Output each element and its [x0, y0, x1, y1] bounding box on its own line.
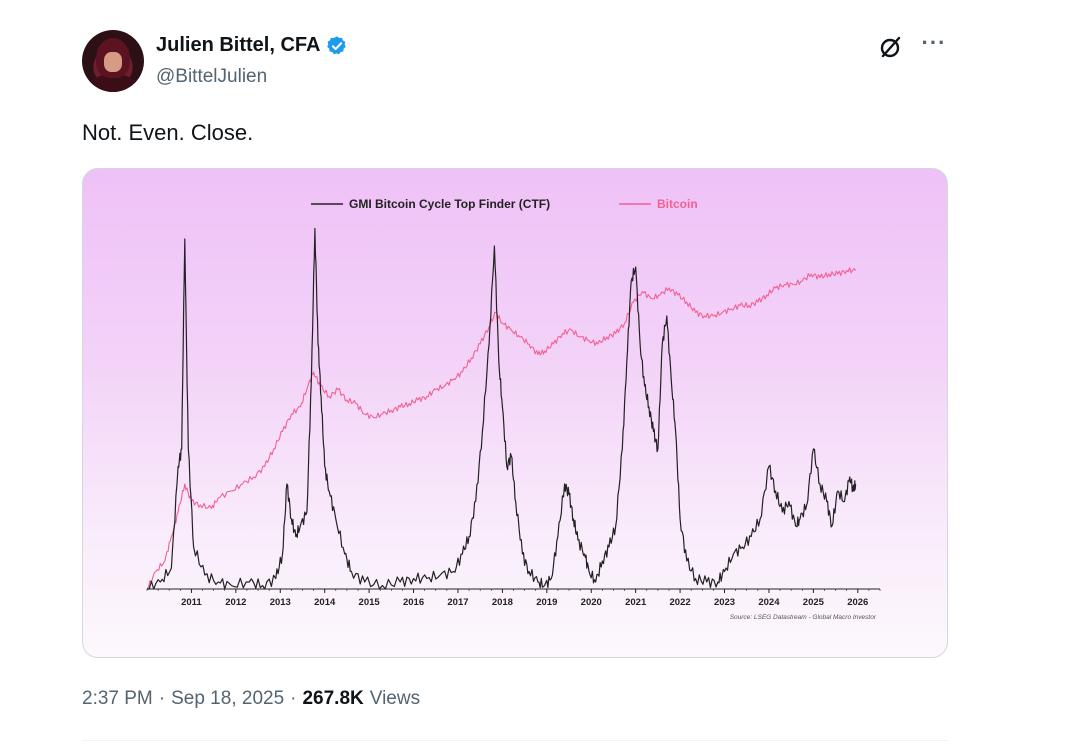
tweet-meta: 2:37 PM · Sep 18, 2025 · 267.8K Views	[82, 688, 420, 710]
x-tick-label: 2016	[403, 597, 424, 608]
x-tick-label: 2012	[225, 597, 246, 608]
grok-icon[interactable]	[878, 34, 904, 60]
tweet-date[interactable]: Sep 18, 2025	[171, 688, 285, 709]
x-tick-label: 2015	[359, 597, 381, 608]
x-tick-label: 2024	[758, 597, 780, 608]
x-tick-label: 2011	[181, 597, 202, 608]
verified-badge-icon	[327, 35, 347, 54]
x-tick-label: 2020	[581, 597, 602, 608]
legend-label: Bitcoin	[657, 197, 698, 211]
x-tick-label: 2014	[314, 597, 336, 608]
avatar[interactable]	[82, 30, 144, 92]
legend-label: GMI Bitcoin Cycle Top Finder (CTF)	[349, 197, 550, 211]
display-name[interactable]: Julien Bittel, CFA	[156, 34, 321, 56]
divider	[82, 740, 948, 741]
author-handle[interactable]: @BittelJulien	[156, 66, 268, 87]
x-tick-label: 2026	[847, 597, 868, 608]
ctf-line	[147, 227, 857, 590]
tweet-media-chart[interactable]: GMI Bitcoin Cycle Top Finder (CTF) Bitcoi…	[82, 168, 948, 658]
bitcoin-price-line	[146, 267, 857, 590]
x-tick-label: 2021	[625, 597, 647, 608]
views-count: 267.8K	[302, 688, 364, 709]
more-icon[interactable]: ···	[921, 30, 947, 55]
meta-separator: ·	[158, 688, 166, 709]
x-tick-label: 2013	[270, 597, 291, 608]
tweet: Julien Bittel, CFA @BittelJulien ··· Not…	[82, 28, 948, 748]
views-label: Views	[369, 688, 421, 709]
x-tick-label: 2018	[492, 597, 513, 608]
x-tick-label: 2022	[670, 597, 691, 608]
meta-separator: ·	[290, 688, 297, 709]
chart-source: Source: LSEG Datastream - Global Macro I…	[730, 614, 877, 621]
x-tick-label: 2019	[536, 597, 557, 608]
author-name-row: Julien Bittel, CFA	[156, 34, 348, 57]
x-tick-label: 2017	[447, 597, 468, 608]
x-tick-label: 2025	[803, 597, 825, 608]
tweet-text: Not. Even. Close.	[82, 120, 254, 145]
chart-svg: GMI Bitcoin Cycle Top Finder (CTF) Bitcoi…	[146, 197, 881, 621]
tweet-time[interactable]: 2:37 PM	[82, 688, 153, 709]
x-tick-label: 2023	[714, 597, 735, 608]
